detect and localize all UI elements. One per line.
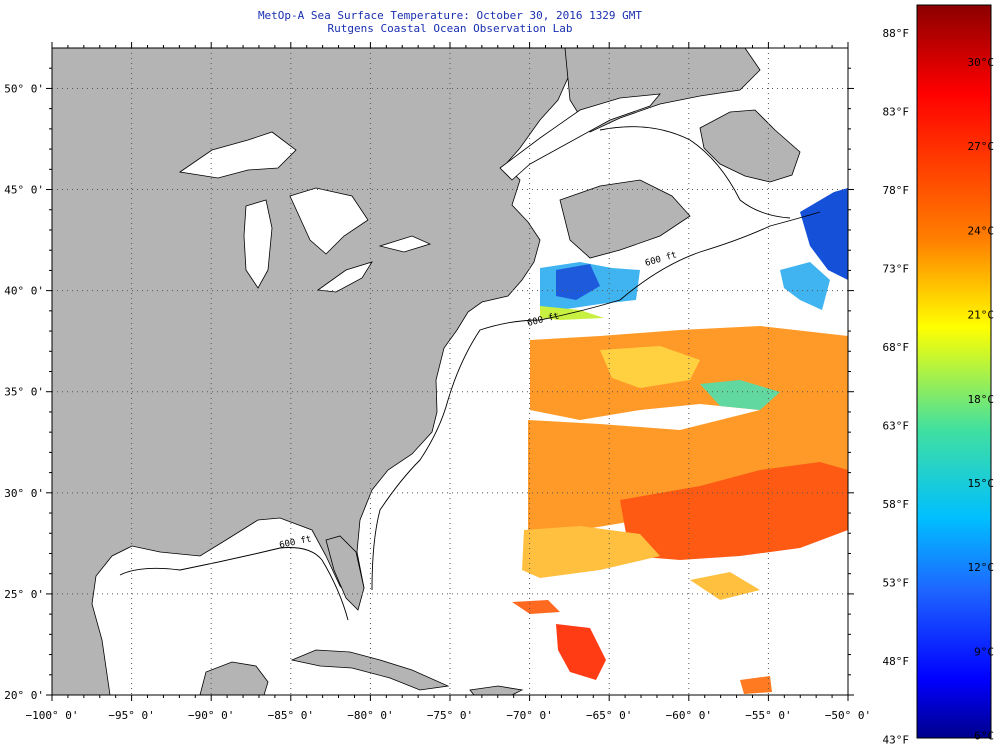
land-cuba — [290, 649, 450, 691]
lat-tick-label: 45° 0' — [4, 184, 44, 197]
map-title: MetOp-A Sea Surface Temperature: October… — [257, 9, 643, 22]
celsius-label: 12°C — [968, 561, 995, 574]
celsius-label: 6°C — [974, 730, 994, 743]
land-newfoundland — [699, 109, 801, 183]
lat-tick-label: 40° 0' — [4, 285, 44, 298]
celsius-label: 18°C — [968, 393, 995, 406]
celsius-label: 30°C — [968, 56, 995, 69]
lat-tick-label: 35° 0' — [4, 386, 44, 399]
fahrenheit-label: 43°F — [883, 734, 910, 747]
fahrenheit-label: 78°F — [883, 184, 910, 197]
land-yucatan — [199, 661, 269, 695]
colorbar-gradient — [916, 4, 992, 739]
lon-tick-label: −100° 0' — [26, 709, 79, 722]
lon-tick-label: −75° 0' — [427, 709, 473, 722]
celsius-label: 21°C — [968, 309, 995, 322]
fahrenheit-label: 63°F — [883, 420, 910, 433]
celsius-label: 24°C — [968, 224, 995, 237]
lat-tick-label: 25° 0' — [4, 588, 44, 601]
fahrenheit-label: 48°F — [883, 655, 910, 668]
lon-tick-label: −85° 0' — [268, 709, 314, 722]
sst-cold-labrador — [800, 188, 848, 280]
lon-tick-label: −60° 0' — [666, 709, 712, 722]
lat-tick-label: 20° 0' — [4, 689, 44, 702]
lon-tick-label: −50° 0' — [825, 709, 871, 722]
fahrenheit-label: 58°F — [883, 498, 910, 511]
lake-superior — [178, 131, 297, 179]
lat-tick-label: 30° 0' — [4, 487, 44, 500]
axis-ticks: −100° 0' −95° 0' −90° 0' −85° 0' −80° 0' −75°… — [4, 42, 871, 722]
st-lawrence — [499, 93, 661, 181]
lat-tick-label: 50° 0' — [4, 82, 44, 95]
land-north-america — [52, 48, 576, 695]
celsius-label: 27°C — [968, 140, 995, 153]
celsius-label: 9°C — [974, 645, 994, 658]
land-hispaniola — [469, 685, 524, 695]
lake-ontario — [378, 235, 432, 253]
sst-warm-south — [620, 462, 848, 560]
lake-michigan — [243, 199, 273, 289]
lon-tick-label: −70° 0' — [506, 709, 552, 722]
lon-tick-label: −90° 0' — [188, 709, 234, 722]
land-florida — [325, 535, 365, 611]
lake-erie — [316, 261, 373, 293]
lake-huron — [289, 187, 369, 255]
fahrenheit-label: 68°F — [883, 341, 910, 354]
lon-tick-label: −55° 0' — [745, 709, 791, 722]
celsius-label: 15°C — [968, 477, 995, 490]
map-subtitle: Rutgens Coastal Ocean Observation Lab — [327, 22, 573, 35]
depth-contour — [119, 126, 821, 621]
land-maritimes — [559, 179, 691, 259]
fahrenheit-label: 88°F — [883, 27, 910, 40]
fahrenheit-label: 53°F — [883, 577, 910, 590]
fahrenheit-label: 83°F — [883, 106, 910, 119]
lon-tick-label: −80° 0' — [347, 709, 393, 722]
colorbar-labels: 88°F 83°F 78°F 73°F 68°F 63°F 58°F 53°F 48°F 43°F… — [883, 27, 995, 747]
fahrenheit-label: 73°F — [883, 263, 910, 276]
lon-tick-label: −95° 0' — [108, 709, 154, 722]
lon-tick-label: −65° 0' — [586, 709, 632, 722]
